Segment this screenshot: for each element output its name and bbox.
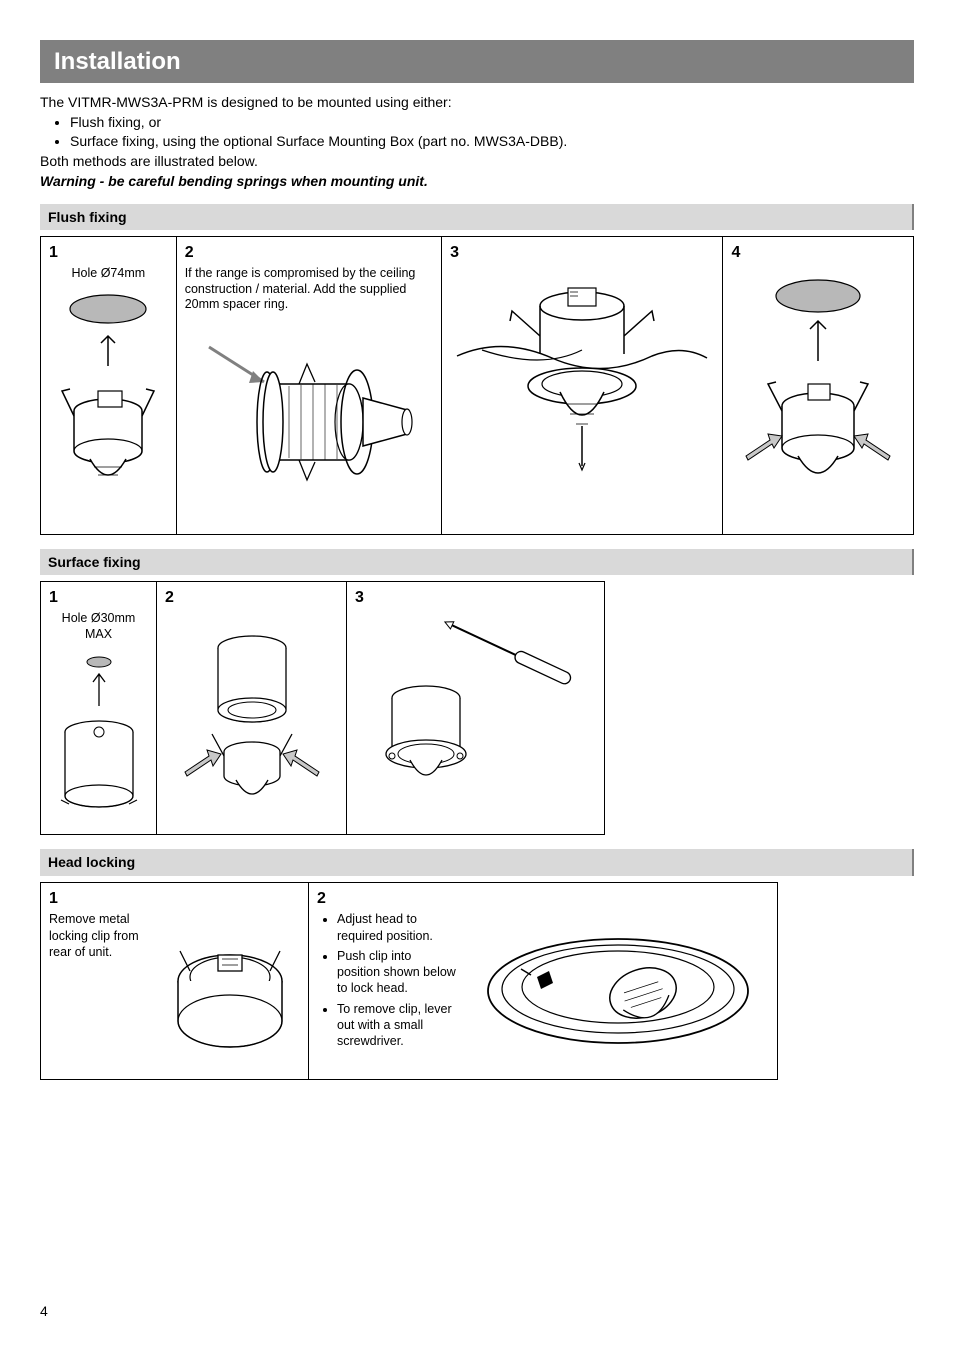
flush-fixing-row: 1 Hole Ø74mm xyxy=(40,236,914,535)
intro-bullet-1: Flush fixing, or xyxy=(70,113,914,131)
warning-text: Warning - be careful bending springs whe… xyxy=(40,172,914,190)
panel-number: 1 xyxy=(49,889,300,910)
intro-after: Both methods are illustrated below. xyxy=(40,152,914,170)
flush-3-illustration xyxy=(450,266,714,526)
surface-1-caption: Hole Ø30mm MAX xyxy=(49,611,148,642)
intro-text: The VITMR-MWS3A-PRM is designed to be mo… xyxy=(40,93,914,111)
surface-fixing-row: 1 Hole Ø30mm MAX 2 xyxy=(40,581,605,835)
panel-number: 3 xyxy=(355,588,596,609)
head-2-bullet-2: Push clip into position shown below to l… xyxy=(337,948,457,997)
intro-bullets: Flush fixing, or Surface fixing, using t… xyxy=(70,113,914,149)
flush-4-illustration xyxy=(731,266,905,526)
head-2-illustration xyxy=(467,911,769,1071)
flush-fixing-header: Flush fixing xyxy=(40,204,914,230)
head-2-bullets: Adjust head to required position. Push c… xyxy=(337,911,457,1049)
panel-number: 2 xyxy=(185,243,433,264)
panel-number: 1 xyxy=(49,243,168,264)
flush-1-caption: Hole Ø74mm xyxy=(49,266,168,282)
panel-number: 2 xyxy=(165,588,338,609)
surface-panel-2: 2 xyxy=(157,582,347,834)
intro-bullet-2: Surface fixing, using the optional Surfa… xyxy=(70,132,914,150)
flush-panel-3: 3 xyxy=(442,237,723,534)
flush-2-illustration xyxy=(185,317,433,526)
head-panel-1: 1 Remove metal locking clip from rear of… xyxy=(41,883,309,1080)
head-locking-header: Head locking xyxy=(40,849,914,875)
flush-2-caption: If the range is compromised by the ceili… xyxy=(185,266,433,313)
head-2-bullet-3: To remove clip, lever out with a small s… xyxy=(337,1001,457,1050)
surface-panel-1: 1 Hole Ø30mm MAX xyxy=(41,582,157,834)
installation-header: Installation xyxy=(40,40,914,83)
surface-2-illustration xyxy=(165,611,338,826)
head-locking-row: 1 Remove metal locking clip from rear of… xyxy=(40,882,778,1081)
surface-fixing-header: Surface fixing xyxy=(40,549,914,575)
head-1-text: Remove metal locking clip from rear of u… xyxy=(49,911,149,1061)
head-panel-2: 2 Adjust head to required position. Push… xyxy=(309,883,777,1080)
flush-panel-4: 4 xyxy=(723,237,913,534)
surface-3-illustration xyxy=(355,611,596,826)
flush-panel-2: 2 If the range is compromised by the cei… xyxy=(177,237,442,534)
panel-number: 3 xyxy=(450,243,714,264)
surface-1-illustration xyxy=(49,646,148,826)
flush-panel-1: 1 Hole Ø74mm xyxy=(41,237,177,534)
panel-number: 1 xyxy=(49,588,148,609)
panel-number: 4 xyxy=(731,243,905,264)
flush-1-illustration xyxy=(49,286,168,526)
panel-number: 2 xyxy=(317,889,769,910)
page-number: 4 xyxy=(40,1302,48,1320)
surface-panel-3: 3 xyxy=(347,582,604,834)
head-2-bullet-1: Adjust head to required position. xyxy=(337,911,457,944)
head-1-illustration xyxy=(159,911,300,1061)
